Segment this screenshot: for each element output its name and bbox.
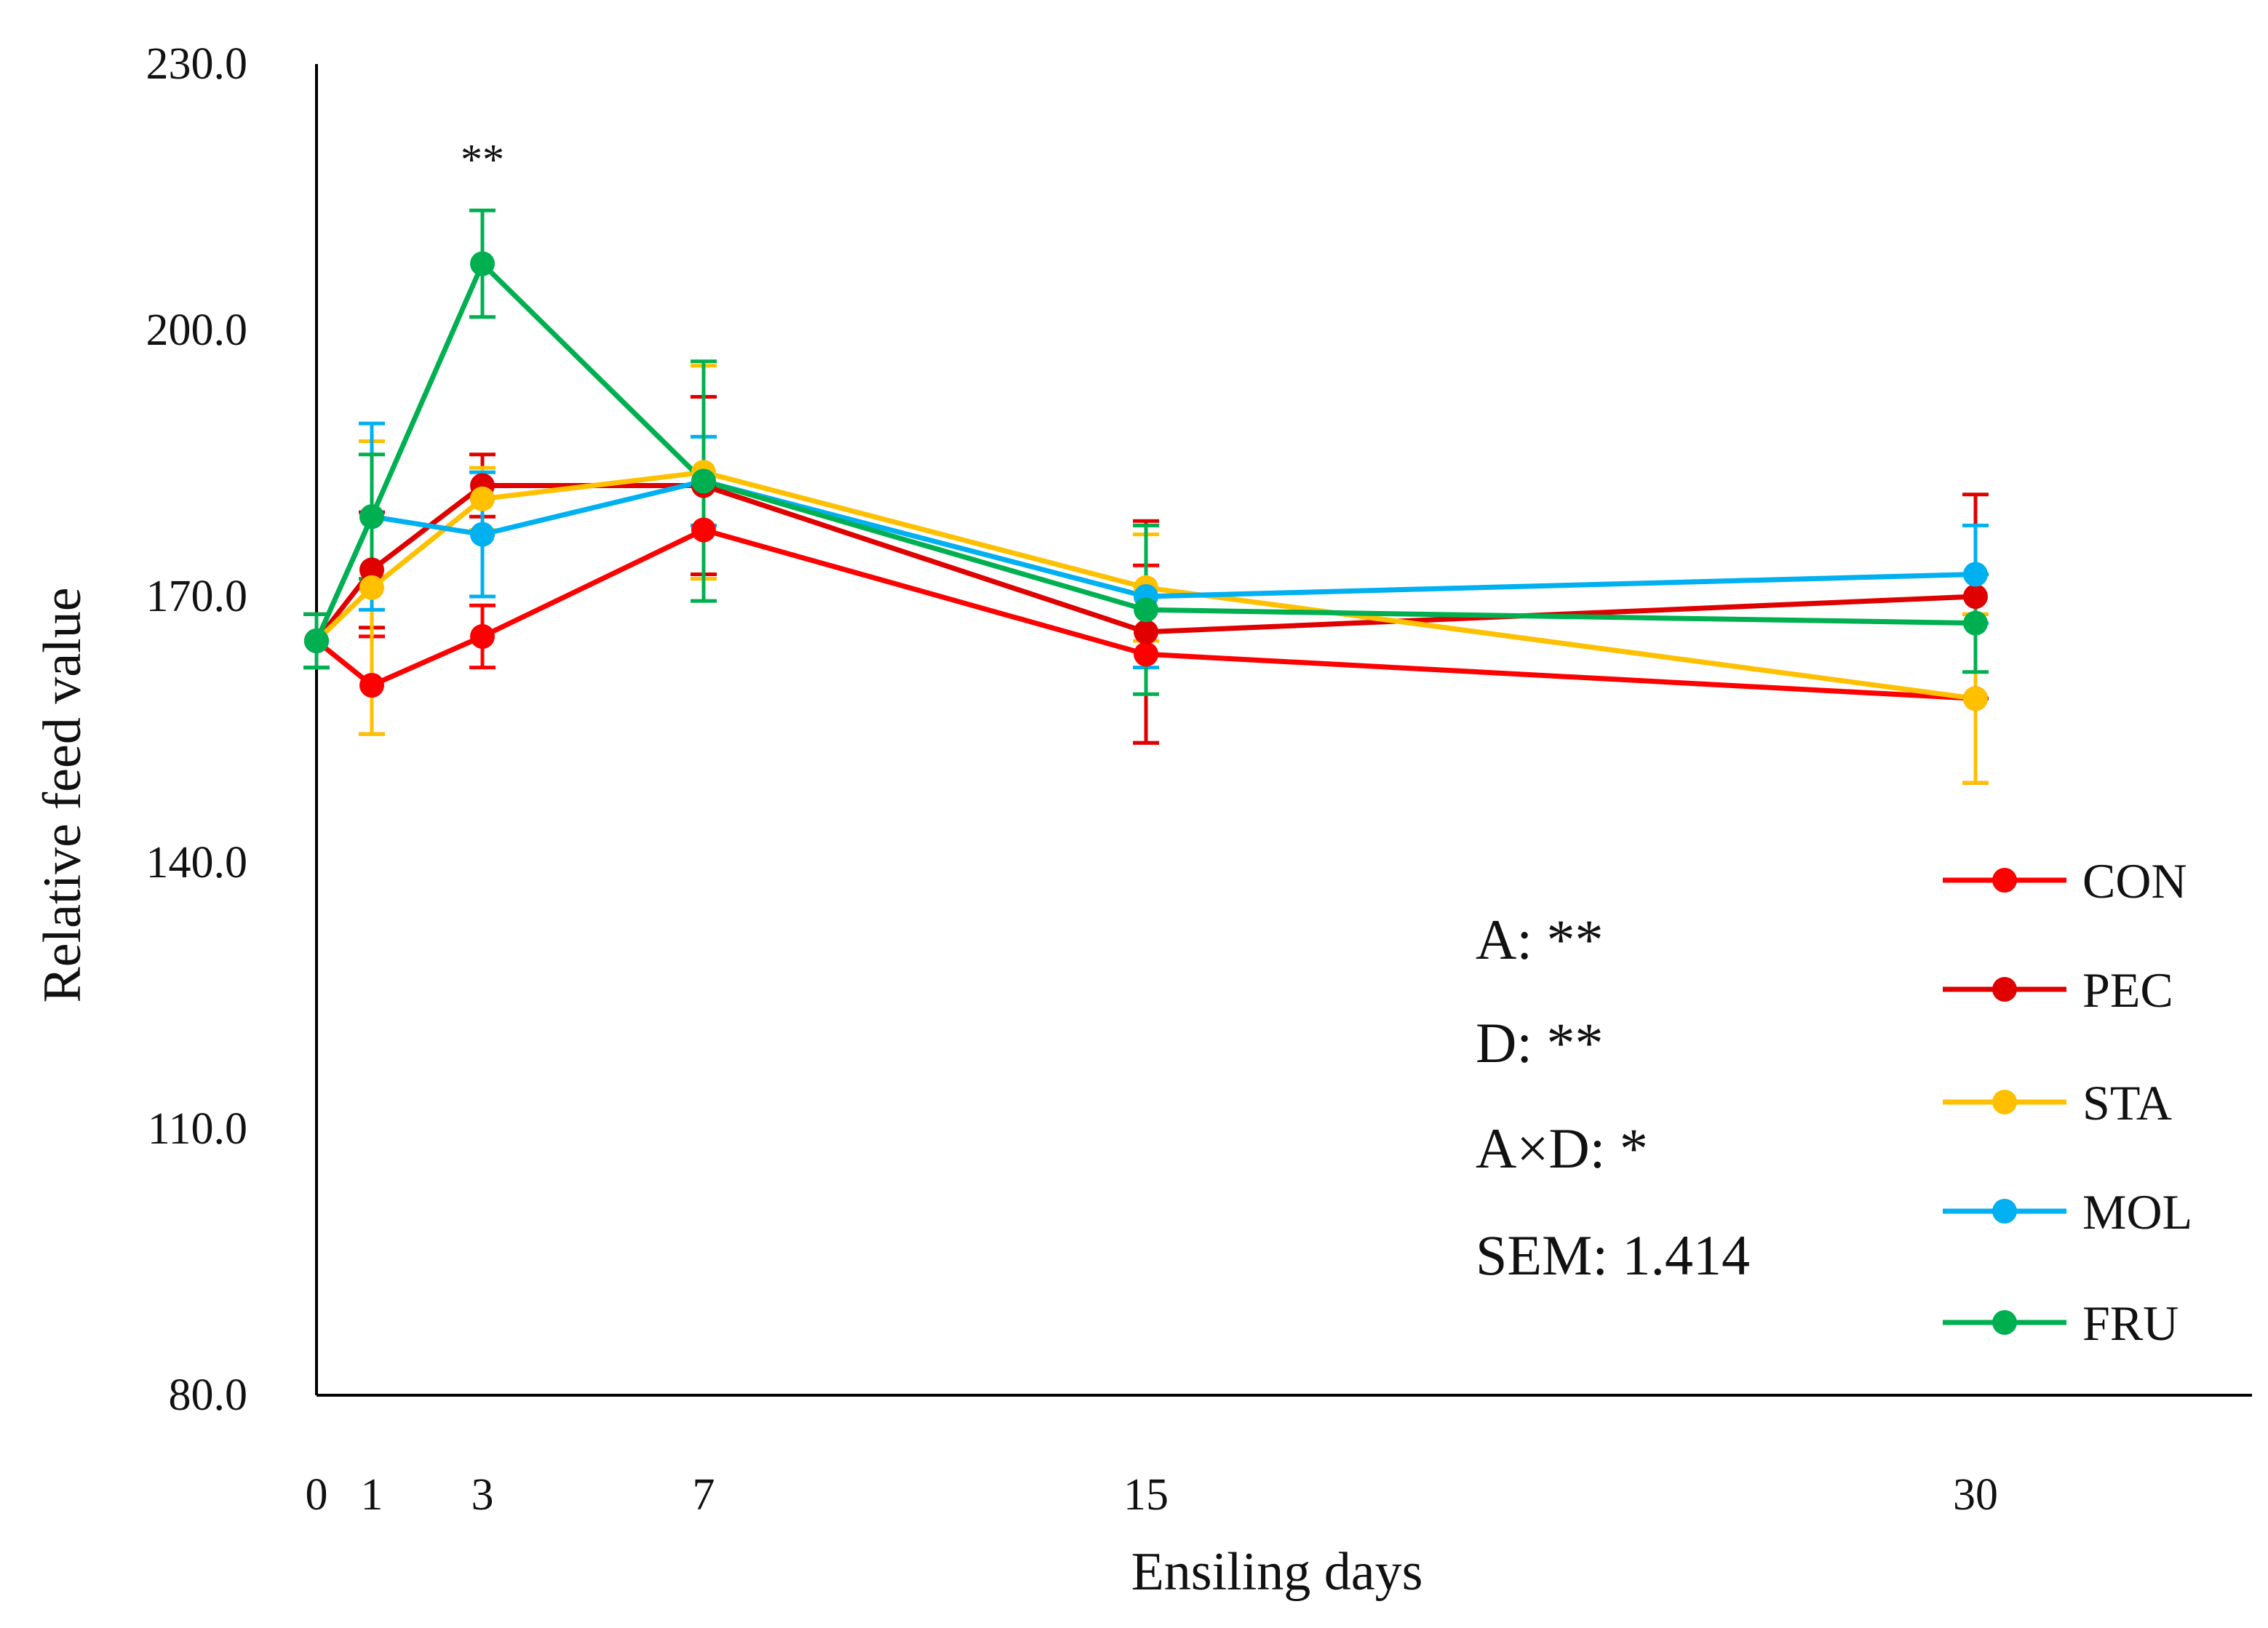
data-point-con [691, 517, 716, 543]
data-point-mol [470, 522, 495, 547]
x-tick-label: 0 [306, 1470, 328, 1520]
data-point-con [1134, 642, 1158, 667]
x-tick-label: 1 [361, 1470, 383, 1520]
data-point-con [470, 623, 495, 649]
data-point-mol [1963, 562, 1988, 587]
data-point-sta [359, 575, 384, 600]
y-tick-label: 170.0 [146, 572, 248, 621]
stat-a: A: ** [1476, 908, 1604, 971]
legend-label-con: CON [2082, 853, 2187, 909]
legend-marker-mol [1992, 1199, 2017, 1224]
data-point-pec [359, 557, 384, 583]
legend-label-mol: MOL [2082, 1184, 2192, 1240]
data-point-fru [304, 629, 329, 653]
data-point-sta [1963, 686, 1988, 711]
y-tick-label: 140.0 [146, 838, 248, 887]
stat-d: D: ** [1476, 1011, 1604, 1074]
significance-marker: ** [461, 135, 504, 183]
legend-marker-pec [1992, 977, 2017, 1002]
data-point-fru [691, 468, 716, 494]
legend-label-sta: STA [2082, 1075, 2172, 1130]
x-axis-title: Ensiling days [1131, 1542, 1423, 1602]
data-point-con [359, 673, 384, 698]
data-point-sta [470, 486, 495, 511]
y-tick-label: 80.0 [169, 1370, 248, 1420]
y-tick-label: 200.0 [146, 306, 248, 355]
legend-marker-sta [1992, 1090, 2017, 1114]
stat-axd: A×D: * [1476, 1117, 1648, 1180]
legend-label-fru: FRU [2082, 1296, 2179, 1351]
stat-sem: SEM: 1.414 [1476, 1224, 1750, 1287]
x-tick-label: 30 [1953, 1470, 1998, 1520]
data-point-pec [1963, 584, 1988, 609]
x-tick-label: 7 [693, 1470, 715, 1520]
data-point-pec [1134, 619, 1158, 645]
data-point-fru [359, 504, 384, 530]
legend-marker-fru [1992, 1310, 2017, 1335]
data-point-fru [1134, 597, 1158, 623]
x-tick-label: 15 [1123, 1470, 1169, 1520]
x-tick-label: 3 [471, 1470, 494, 1520]
y-tick-label: 230.0 [146, 39, 248, 89]
legend-marker-con [1992, 868, 2017, 893]
legend-label-pec: PEC [2082, 962, 2173, 1018]
y-tick-label: 110.0 [148, 1104, 247, 1154]
series-line-fru [314, 261, 1976, 642]
data-point-fru [1963, 610, 1988, 636]
y-axis-title: Relative feed value [33, 587, 92, 1002]
data-point-fru [470, 251, 495, 276]
series-line-sta [314, 469, 1976, 701]
